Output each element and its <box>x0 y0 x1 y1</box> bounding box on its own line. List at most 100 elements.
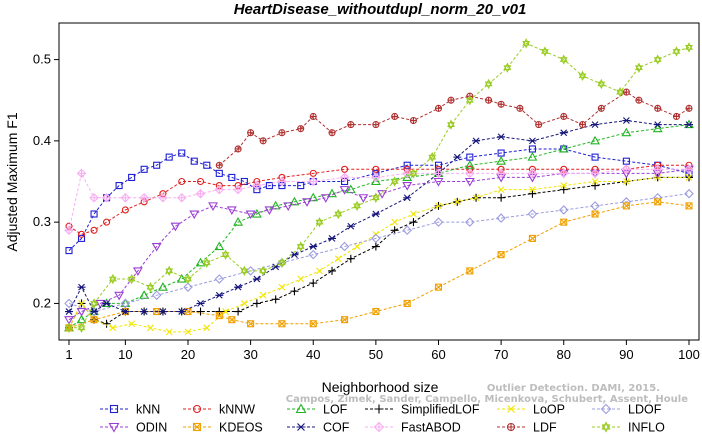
data-point <box>158 308 167 315</box>
data-point <box>409 168 418 179</box>
data-point <box>497 149 505 157</box>
data-point <box>341 165 349 173</box>
data-point <box>65 247 73 255</box>
legend-label: SimplifiedLOF <box>401 403 480 417</box>
data-point <box>591 153 599 161</box>
data-point <box>559 185 568 194</box>
legend: kNN kNNW LOF SimplifiedLOF LoOP LDOF ODIN KDEOS… <box>100 403 665 434</box>
data-point <box>497 100 505 108</box>
data-point <box>247 129 255 137</box>
y-tick-label: 0.5 <box>33 52 51 67</box>
data-point <box>590 168 600 179</box>
legend-label: kNNW <box>219 403 255 417</box>
legend-item-kdeos: KDEOS <box>183 421 263 434</box>
data-point <box>165 153 173 161</box>
data-point <box>64 316 74 325</box>
data-point <box>435 202 442 210</box>
data-point <box>485 96 493 104</box>
data-point <box>78 300 85 307</box>
data-point <box>247 320 255 328</box>
data-point <box>558 143 569 153</box>
data-point <box>196 300 205 307</box>
data-point <box>466 267 474 275</box>
data-point <box>290 287 299 296</box>
data-point <box>433 168 444 179</box>
data-point <box>259 137 267 145</box>
data-point <box>90 308 99 315</box>
data-point <box>684 164 694 175</box>
data-point <box>685 121 693 128</box>
data-point <box>503 62 512 73</box>
data-point <box>497 251 505 259</box>
data-point <box>297 125 305 133</box>
data-point <box>102 300 111 307</box>
legend-label: ODIN <box>136 421 167 434</box>
series-inflo <box>65 38 693 334</box>
data-point <box>128 173 136 181</box>
data-point <box>165 328 173 336</box>
data-point <box>653 121 662 128</box>
data-point <box>252 180 262 191</box>
data-point <box>128 320 136 328</box>
data-point <box>622 178 630 185</box>
data-point <box>621 127 632 137</box>
data-point <box>157 282 168 291</box>
data-point <box>684 188 694 199</box>
legend-marker <box>108 422 120 433</box>
data-point <box>234 307 243 316</box>
data-point <box>541 46 549 57</box>
data-point <box>472 137 481 145</box>
data-point <box>215 307 224 316</box>
legend-marker <box>600 403 612 415</box>
legend-marker <box>296 423 306 431</box>
series-line <box>68 164 689 235</box>
data-point <box>308 249 319 260</box>
data-point <box>77 322 86 334</box>
data-point <box>402 225 412 236</box>
data-point <box>140 308 149 315</box>
x-tick-label: 1 <box>65 347 72 362</box>
data-point <box>215 312 223 320</box>
legend-item-cof: COF <box>287 421 350 434</box>
data-point <box>672 112 681 121</box>
data-point <box>591 178 599 185</box>
data-point <box>528 234 536 242</box>
data-point <box>103 218 111 226</box>
data-point <box>403 161 411 169</box>
series-line <box>68 148 690 251</box>
data-point <box>497 186 505 194</box>
data-point <box>308 176 319 187</box>
data-point <box>215 291 224 299</box>
x-tick-label: 30 <box>243 347 257 362</box>
data-point <box>353 243 361 250</box>
legend-label: LDF <box>533 421 557 434</box>
data-point <box>466 153 474 161</box>
data-point <box>214 241 225 251</box>
data-point <box>120 192 131 203</box>
data-point <box>371 172 381 183</box>
data-point <box>114 291 125 301</box>
legend-marker <box>506 422 516 432</box>
data-point <box>214 274 225 284</box>
data-point <box>434 283 443 291</box>
data-point <box>685 42 693 53</box>
y-tick-label: 0.4 <box>33 133 51 148</box>
data-point <box>353 200 361 212</box>
data-point <box>176 273 187 283</box>
chart-title: HeartDisease_withoutdupl_norm_20_v01 <box>234 1 527 18</box>
data-point <box>147 324 154 332</box>
data-point <box>309 279 318 288</box>
data-point <box>372 308 380 316</box>
x-tick-label: 100 <box>678 347 700 362</box>
data-point <box>196 177 205 186</box>
data-point <box>89 192 99 203</box>
data-point <box>465 168 475 179</box>
data-point <box>465 95 474 106</box>
data-point <box>497 133 506 141</box>
x-tick-label: 90 <box>619 347 633 362</box>
data-point <box>578 121 587 129</box>
data-point <box>371 233 381 244</box>
data-point <box>672 46 681 57</box>
x-tick-label: 50 <box>369 347 383 362</box>
data-point <box>622 202 630 210</box>
